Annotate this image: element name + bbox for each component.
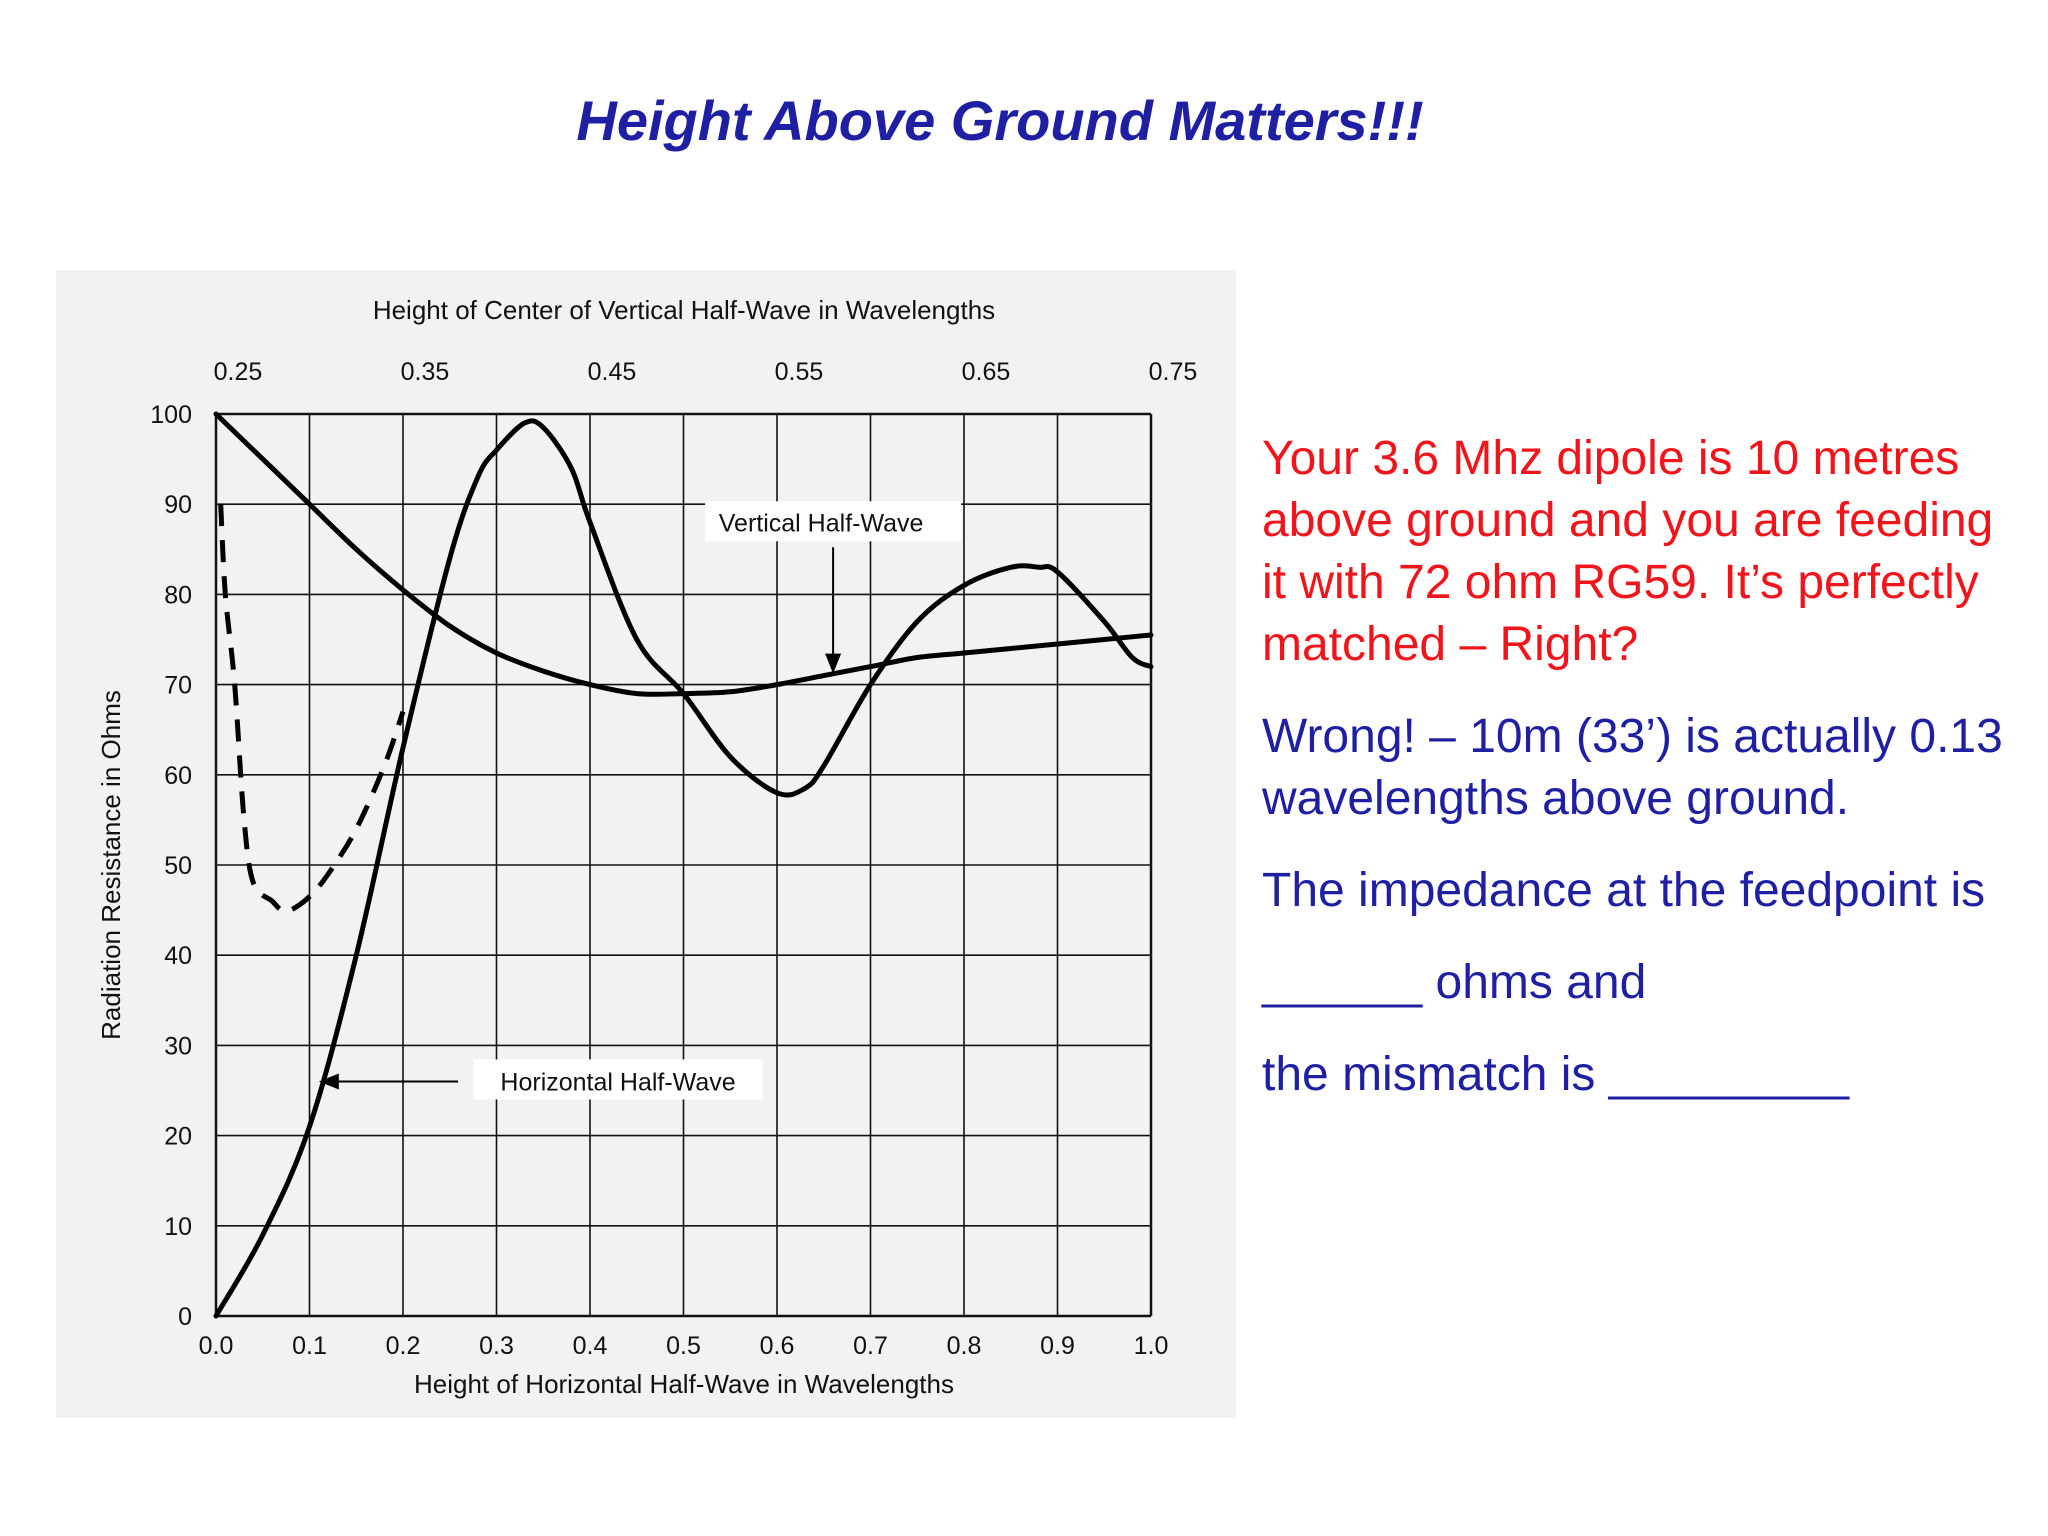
annotation-arrowhead (825, 653, 842, 674)
x-tick-label: 1.0 (1134, 1332, 1169, 1360)
x-tick-label: 0.1 (292, 1332, 327, 1360)
radiation-resistance-chart: 0.0 0.1 0.2 0.3 0.4 0.5 0.6 0.7 0.8 0.9 1.0 0 10 20 30… (96, 295, 1198, 1399)
x-tick-label: 0.4 (573, 1332, 608, 1360)
y-tick-label: 20 (164, 1123, 192, 1151)
x-tick-label: 0.9 (1040, 1332, 1075, 1360)
annotation-label-bg (705, 501, 962, 542)
wavelength-paragraph: Wrong! – 10m (33’) is actually 0.13 wave… (1262, 710, 2003, 825)
top-tick-label: 0.75 (1149, 358, 1198, 386)
y-tick-label: 30 (164, 1032, 192, 1060)
y-tick-label: 0 (178, 1303, 192, 1331)
y-tick-label: 90 (164, 491, 192, 519)
top-tick-label: 0.65 (962, 358, 1011, 386)
slide-title: Height Above Ground Matters!!! (576, 89, 1424, 152)
x-axis-title: Height of Horizontal Half-Wave in Wavele… (414, 1369, 954, 1399)
x-tick-label: 0.8 (947, 1332, 982, 1360)
dipole-setup-paragraph: Your 3.6 Mhz dipole is 10 metres above g… (1262, 432, 1994, 671)
series-line-horizontal-half-wave-dashed (218, 504, 406, 915)
annotation-arrowhead (318, 1073, 339, 1090)
ohms-blank: ______ ohms and (1262, 956, 1647, 1009)
x-tick-label: 0.6 (760, 1332, 795, 1360)
y-tick-label: 80 (164, 581, 192, 609)
y-axis-title: Radiation Resistance in Ohms (96, 690, 126, 1040)
x-tick-label: 0.0 (199, 1332, 234, 1360)
text-panel: Your 3.6 Mhz dipole is 10 metres above g… (1262, 428, 2022, 1136)
x-tick-label: 0.7 (853, 1332, 888, 1360)
impedance-paragraph: The impedance at the feedpoint is (1262, 864, 1986, 917)
annotation-horizontal-half-wave: Horizontal Half-Wave (500, 1068, 735, 1096)
series-line-vertical-half-wave (213, 411, 1154, 697)
y-tick-label: 50 (164, 852, 192, 880)
y-tick-label: 10 (164, 1213, 192, 1241)
y-tick-label: 40 (164, 942, 192, 970)
top-tick-label: 0.55 (775, 358, 824, 386)
chart-panel: 0.0 0.1 0.2 0.3 0.4 0.5 0.6 0.7 0.8 0.9 1.0 0 10 20 30… (56, 270, 1236, 1418)
y-tick-label: 60 (164, 762, 192, 790)
y-tick-label: 100 (150, 401, 192, 429)
mismatch-blank: the mismatch is _________ (1262, 1048, 1850, 1101)
top-axis-title: Height of Center of Vertical Half-Wave i… (373, 295, 995, 325)
y-tick-label: 70 (164, 672, 192, 700)
annotation-vertical-half-wave: Vertical Half-Wave (719, 509, 924, 537)
x-tick-label: 0.3 (479, 1332, 514, 1360)
x-tick-label: 0.2 (386, 1332, 421, 1360)
annotation-label-bg (473, 1059, 764, 1100)
top-tick-label: 0.25 (214, 358, 263, 386)
x-tick-label: 0.5 (666, 1332, 701, 1360)
series-line-horizontal-half-wave (213, 418, 1154, 1319)
top-tick-label: 0.45 (588, 358, 637, 386)
top-tick-label: 0.35 (401, 358, 450, 386)
